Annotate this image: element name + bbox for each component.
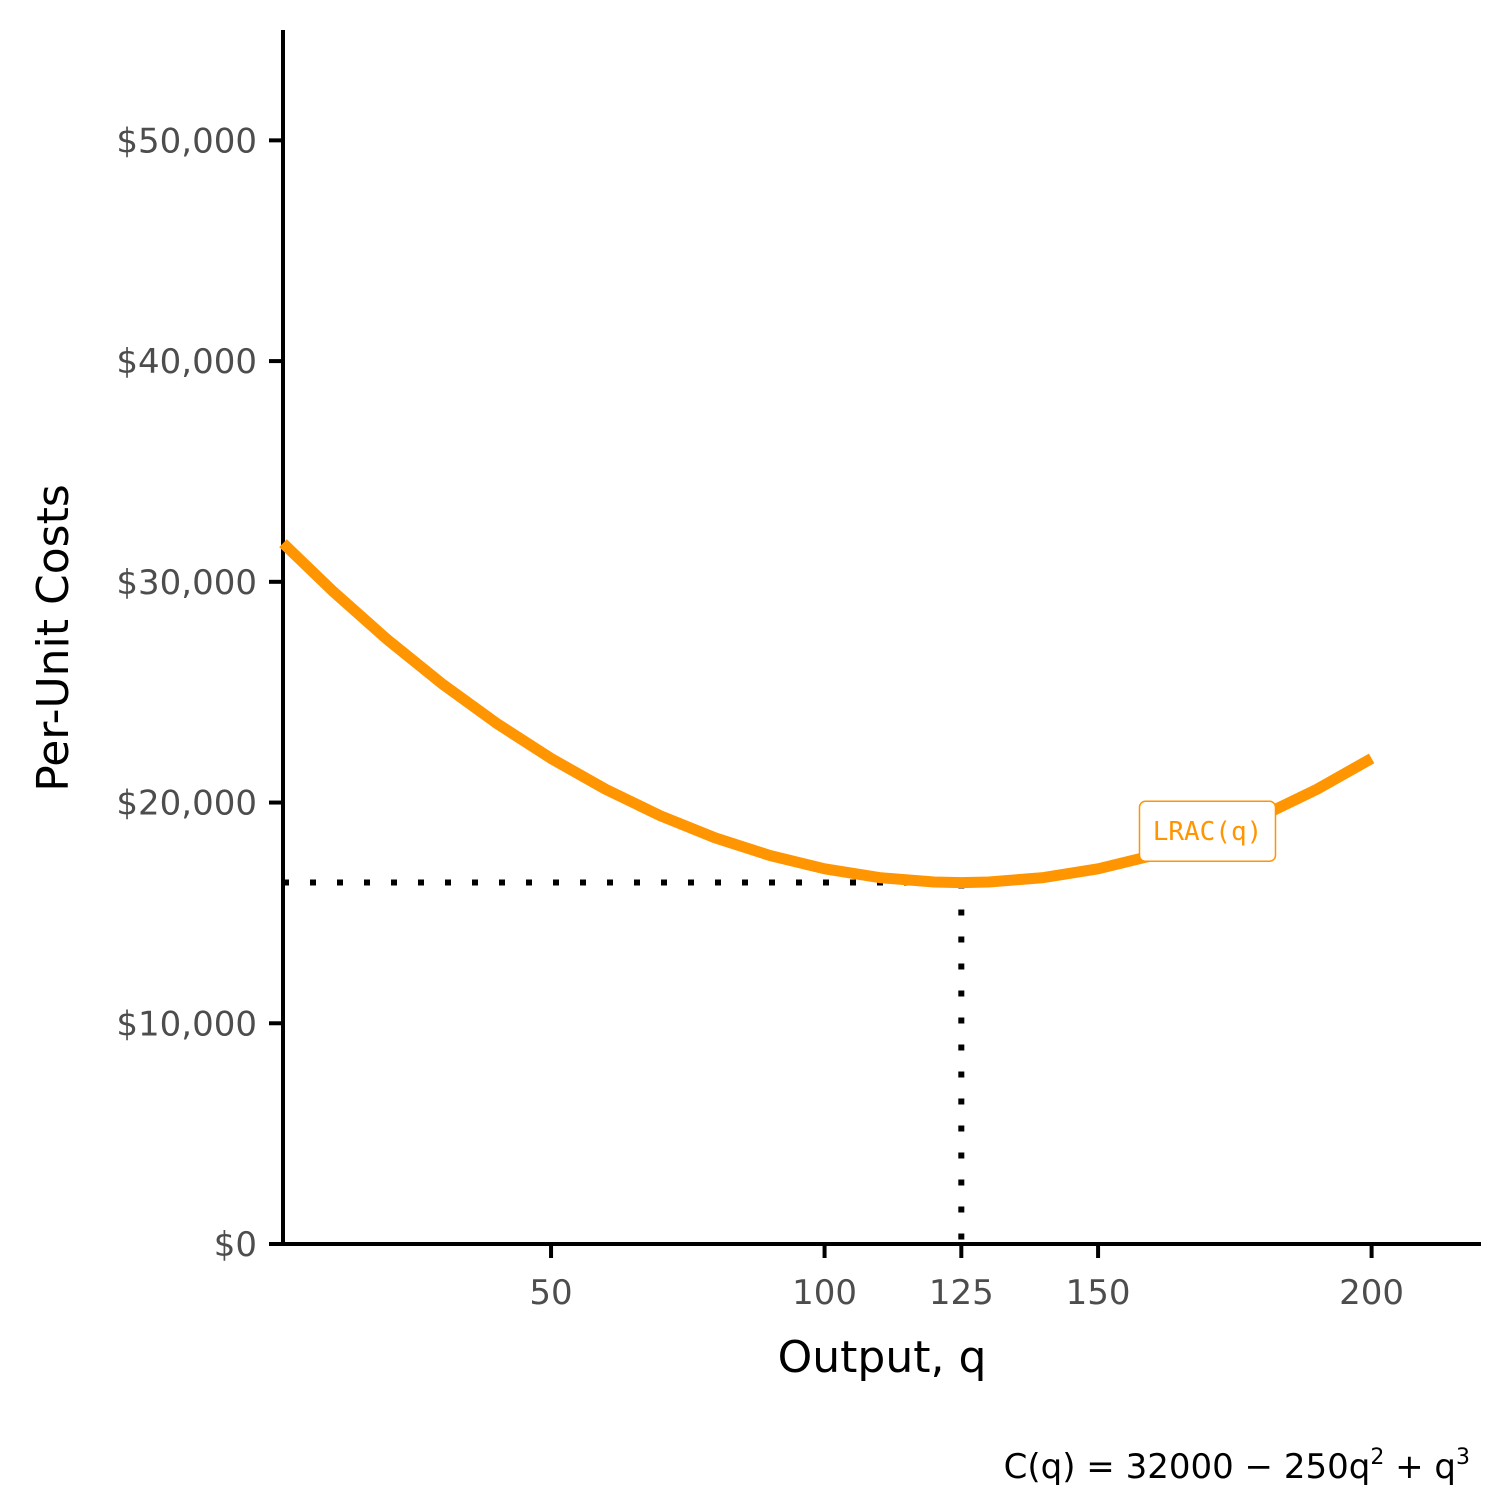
y-tick-label: $0 [214,1225,257,1265]
y-tick-label: $40,000 [116,342,257,382]
cost-function-caption: C(q) = 32000 − 250q2 + q3 [1004,1445,1470,1487]
caption-base: C(q) = 32000 − 250q [1004,1447,1371,1487]
x-axis-title: Output, q [778,1332,987,1383]
y-tick-label: $50,000 [116,121,257,161]
labels-layer: Output, q Per-Unit Costs C(q) = 32000 − … [28,484,1470,1487]
caption-mid: + q [1384,1447,1456,1487]
x-tick-label: 50 [529,1273,572,1313]
y-axis-title: Per-Unit Costs [28,484,79,791]
lrac-label: LRAC(q) [1153,817,1263,847]
x-tick-label: 125 [929,1273,994,1313]
x-tick-label: 100 [792,1273,857,1313]
axes: $0 $10,000 $20,000 $30,000 $40,000 $50,000 50 1… [116,30,1481,1313]
caption-exponent-3: 3 [1456,1445,1470,1470]
y-tick-label: $10,000 [116,1004,257,1044]
x-tick-label: 200 [1339,1273,1404,1313]
caption-exponent-2: 2 [1370,1445,1384,1470]
y-tick-label: $30,000 [116,563,257,603]
y-tick-label: $20,000 [116,784,257,824]
lrac-label-box [1138,800,1277,862]
x-tick-label: 150 [1066,1273,1131,1313]
minimum-guide-lines [283,879,965,1244]
series-layer: LRAC(q) [279,539,1375,889]
